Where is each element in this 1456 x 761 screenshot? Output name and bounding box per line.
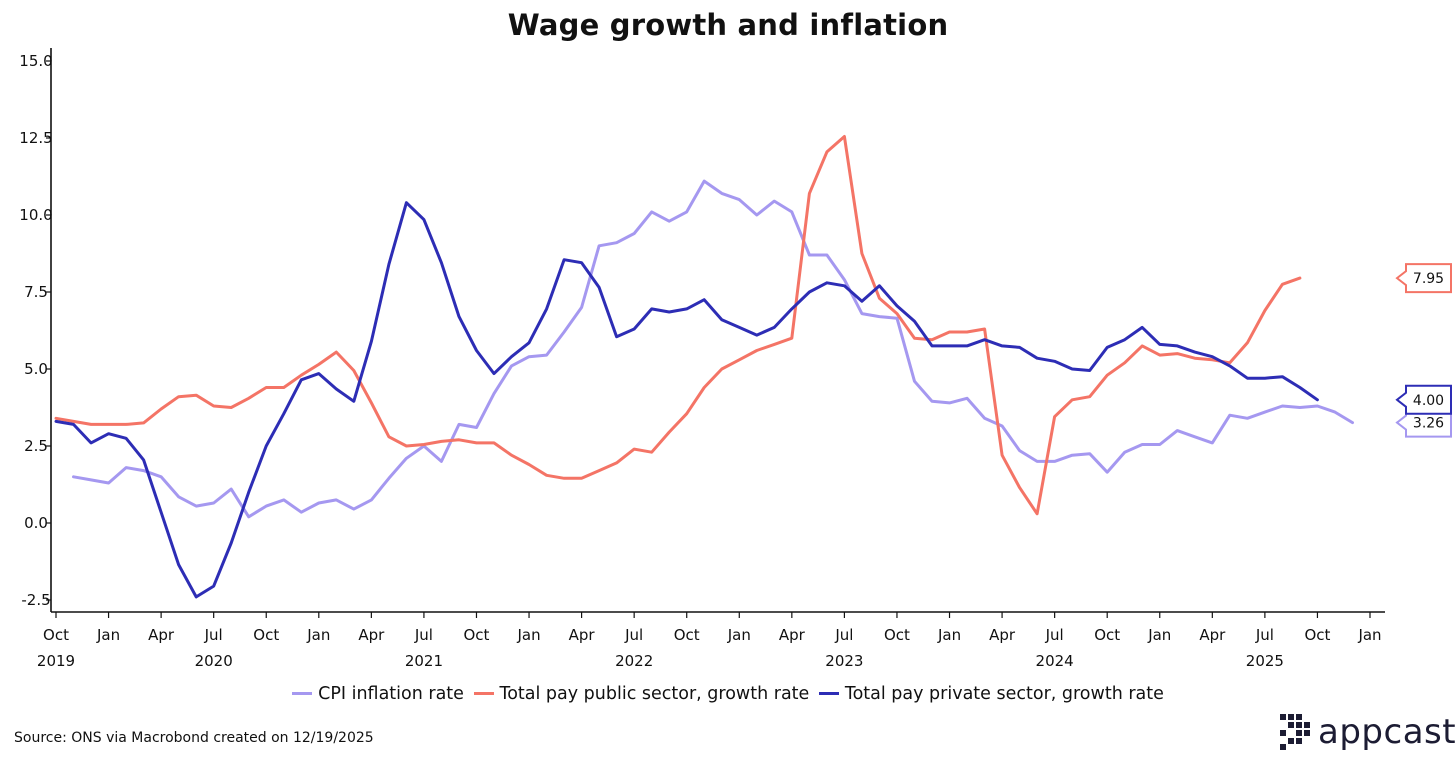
end-label-public: 7.95	[1395, 263, 1452, 294]
x-year-label: 2024	[1036, 652, 1074, 670]
x-year-label: 2025	[1246, 652, 1284, 670]
end-label-value: 3.26	[1413, 416, 1444, 432]
x-tick-label: Oct	[674, 626, 700, 644]
x-tick-label: Jul	[414, 626, 433, 644]
y-tick-label: 15.0	[19, 52, 52, 70]
y-tick-label: 10.0	[19, 206, 52, 224]
x-tick-label: Jan	[516, 626, 540, 644]
x-year-label: 2021	[405, 652, 443, 670]
x-tick-label: Oct	[43, 626, 69, 644]
series-line-public	[54, 135, 1302, 516]
legend-swatch-cpi	[292, 691, 313, 695]
legend-item-public: Total pay public sector, growth rate	[473, 684, 810, 704]
end-label-box	[1395, 263, 1452, 294]
legend-item-private: Total pay private sector, growth rate	[818, 684, 1164, 704]
legend-label-private: Total pay private sector, growth rate	[844, 684, 1164, 704]
y-tick-label: 5.0	[24, 360, 48, 378]
end-label-value: 7.95	[1413, 271, 1444, 287]
x-tick-label: Apr	[148, 626, 175, 644]
legend-label-public: Total pay public sector, growth rate	[499, 684, 810, 704]
end-label-value: 4.00	[1413, 393, 1444, 409]
y-tick-label: -2.5	[21, 591, 50, 609]
chart-axes: -2.5 0.0 2.5 5.0 7.5 10.0 12.5 15.0 Oct Jan Apr Jul…	[19, 48, 1385, 670]
x-year-label: 2023	[825, 652, 863, 670]
line-chart: -2.5 0.0 2.5 5.0 7.5 10.0 12.5 15.0 Oct Jan Apr Jul…	[19, 48, 1452, 670]
x-tick-label: Jan	[1357, 626, 1381, 644]
legend-item-cpi: CPI inflation rate	[292, 684, 464, 704]
x-tick-label: Jan	[727, 626, 751, 644]
x-tick-label: Jan	[96, 626, 120, 644]
x-tick-label: Apr	[779, 626, 806, 644]
y-tick-label: 7.5	[24, 283, 48, 301]
x-tick-label: Oct	[253, 626, 279, 644]
x-tick-label: Oct	[1094, 626, 1120, 644]
x-tick-label: Jul	[1045, 626, 1064, 644]
x-tick-label: Oct	[464, 626, 490, 644]
series-line-private	[54, 201, 1319, 599]
x-tick-label: Jan	[937, 626, 961, 644]
x-tick-label: Jul	[204, 626, 223, 644]
chart-title: Wage growth and inflation	[507, 8, 949, 42]
legend-swatch-private	[818, 691, 839, 695]
x-tick-label: Oct	[884, 626, 910, 644]
y-tick-label: 12.5	[19, 129, 52, 147]
x-tick-label: Jan	[1147, 626, 1171, 644]
x-year-label: 2019	[37, 652, 75, 670]
series-line-cpi	[72, 179, 1354, 519]
legend-swatch-public	[473, 691, 494, 695]
x-tick-label: Oct	[1304, 626, 1330, 644]
x-tick-label: Apr	[989, 626, 1016, 644]
x-tick-label: Jan	[306, 626, 330, 644]
end-label-box	[1395, 384, 1452, 415]
chart-series	[54, 135, 1354, 599]
end-label-private: 4.00	[1395, 384, 1452, 415]
x-tick-label: Jul	[1255, 626, 1274, 644]
chart-legend: CPI inflation rate Total pay public sect…	[0, 684, 1456, 704]
y-tick-label: 0.0	[24, 514, 48, 532]
x-tick-label: Jul	[624, 626, 643, 644]
brand-name: appcast™	[1318, 712, 1456, 752]
x-tick-label: Apr	[569, 626, 596, 644]
end-value-labels: 3.26 7.95 4.00	[1395, 263, 1452, 438]
x-year-label: 2020	[195, 652, 233, 670]
x-tick-label: Jul	[834, 626, 853, 644]
x-tick-label: Apr	[358, 626, 385, 644]
y-tick-label: 2.5	[24, 437, 48, 455]
source-note: Source: ONS via Macrobond created on 12/…	[14, 730, 374, 746]
appcast-dots-icon	[1280, 714, 1310, 750]
x-year-label: 2022	[615, 652, 653, 670]
brand-logo: appcast™	[1280, 712, 1456, 752]
end-label-cpi: 3.26	[1395, 407, 1452, 438]
x-tick-label: Apr	[1199, 626, 1226, 644]
legend-label-cpi: CPI inflation rate	[318, 684, 464, 704]
